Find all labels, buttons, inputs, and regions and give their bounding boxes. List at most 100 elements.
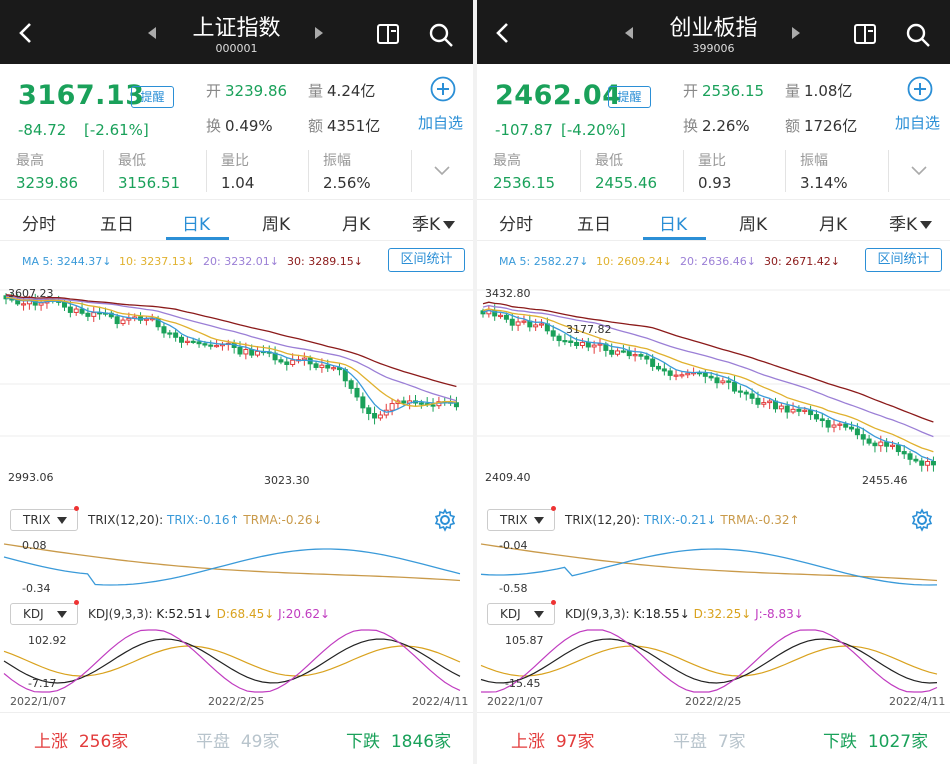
candle — [907, 453, 913, 460]
low-stat: 最低 2455.46 — [595, 153, 658, 192]
candle — [749, 393, 755, 399]
chevron-down-icon[interactable] — [911, 166, 927, 176]
kline-bottom-label: 2993.06 — [8, 471, 54, 484]
candle — [556, 335, 562, 342]
candle — [503, 314, 509, 320]
candle — [778, 405, 784, 410]
next-index-icon[interactable] — [792, 27, 800, 39]
candle — [574, 341, 580, 346]
kdj-header: KDJ KDJ(9,3,3): K:52.51↓ D:68.45↓ J:20.6… — [0, 600, 473, 628]
candle — [673, 374, 679, 377]
kdj-top-label: 105.87 — [505, 634, 544, 647]
search-icon[interactable] — [905, 22, 931, 48]
tab-0[interactable]: 分时 — [499, 215, 533, 235]
tab-5[interactable]: 季K — [889, 210, 933, 235]
candle — [872, 442, 878, 447]
tab-2[interactable]: 日K — [659, 215, 688, 235]
prev-index-icon[interactable] — [148, 27, 156, 39]
prev-index-icon[interactable] — [625, 27, 633, 39]
candle — [255, 350, 261, 356]
dropdown-icon — [920, 221, 933, 229]
search-icon[interactable] — [428, 22, 454, 48]
kdj-selector[interactable]: KDJ — [10, 600, 79, 625]
switch-layout-icon[interactable] — [853, 22, 879, 46]
candle — [498, 314, 504, 318]
candle — [708, 375, 714, 379]
remind-button[interactable]: 提醒 — [608, 86, 651, 108]
candle — [843, 423, 849, 428]
stat-separator — [683, 150, 684, 192]
candle — [837, 423, 843, 426]
stat-separator — [785, 150, 786, 192]
chevron-down-icon[interactable] — [434, 166, 450, 176]
index-panel: 上证指数 000001 3167.13 提醒 -84.72 [-2.61%] 开… — [0, 0, 473, 764]
trix-values: TRIX(12,20): TRIX:-0.21↓ TRMA:-0.32↑ — [565, 513, 800, 527]
candle — [550, 330, 556, 337]
add-watchlist-icon[interactable] — [907, 76, 933, 102]
kline-top-label: 3607.23 — [8, 287, 54, 300]
candlestick-chart[interactable] — [477, 276, 950, 491]
back-icon[interactable] — [14, 20, 40, 46]
stat-separator — [580, 150, 581, 192]
candle — [796, 408, 802, 412]
trix-header: TRIX TRIX(12,20): TRIX:-0.16↑ TRMA:-0.26… — [0, 506, 473, 534]
candle — [509, 318, 515, 326]
candle — [418, 402, 424, 405]
tab-0[interactable]: 分时 — [22, 215, 56, 235]
candle — [615, 350, 621, 355]
switch-layout-icon[interactable] — [376, 22, 402, 46]
candle — [913, 458, 919, 462]
candle — [878, 441, 884, 447]
flat-count: 平盘 49家 — [196, 732, 280, 752]
range-stats-button[interactable]: 区间统计 — [865, 248, 942, 272]
candle — [585, 341, 591, 348]
tab-3[interactable]: 周K — [262, 215, 291, 235]
date-mid: 2022/2/25 — [208, 695, 265, 708]
kdj-top-label: 102.92 — [28, 634, 67, 647]
stat-separator — [103, 150, 104, 192]
stat-separator — [888, 150, 889, 192]
price-change: -84.72 — [18, 121, 67, 139]
gear-icon[interactable] — [910, 508, 934, 532]
candle — [895, 444, 901, 453]
candlestick-chart[interactable] — [0, 276, 473, 491]
ma30-line — [5, 294, 457, 388]
range-stats-button[interactable]: 区间统计 — [388, 248, 465, 272]
add-watchlist-button[interactable]: 加自选 — [418, 114, 464, 132]
candle — [533, 324, 539, 328]
candle — [214, 344, 220, 348]
trix-selector[interactable]: TRIX — [10, 506, 79, 531]
tab-5[interactable]: 季K — [412, 210, 456, 235]
add-watchlist-icon[interactable] — [430, 76, 456, 102]
ma5-line — [5, 297, 457, 413]
trix-chart — [3, 543, 461, 586]
candle — [579, 341, 585, 346]
tab-3[interactable]: 周K — [739, 215, 768, 235]
candle — [453, 402, 459, 408]
candle — [237, 346, 243, 355]
tab-4[interactable]: 月K — [342, 215, 371, 235]
tab-4[interactable]: 月K — [819, 215, 848, 235]
back-icon[interactable] — [491, 20, 517, 46]
tab-1[interactable]: 五日 — [577, 215, 611, 235]
add-watchlist-button[interactable]: 加自选 — [895, 114, 941, 132]
kline-bottom-label: 2409.40 — [485, 471, 531, 484]
candle — [638, 354, 644, 357]
candle — [202, 343, 208, 346]
next-index-icon[interactable] — [315, 27, 323, 39]
gear-icon[interactable] — [433, 508, 457, 532]
candle — [679, 374, 685, 377]
remind-button[interactable]: 提醒 — [131, 86, 174, 108]
trix-selector[interactable]: TRIX — [487, 506, 556, 531]
kdj-selector[interactable]: KDJ — [487, 600, 556, 625]
ma10-line — [5, 296, 457, 407]
candle — [313, 363, 319, 368]
price-change-percent: [-4.20%] — [561, 121, 626, 139]
tab-2[interactable]: 日K — [182, 215, 211, 235]
stat-separator — [411, 150, 412, 192]
trix-top-label: 0.08 — [22, 539, 47, 552]
candle — [377, 414, 383, 419]
kdj-d-line — [3, 645, 461, 677]
tab-1[interactable]: 五日 — [100, 215, 134, 235]
trix-bottom-label: -0.58 — [499, 582, 528, 595]
